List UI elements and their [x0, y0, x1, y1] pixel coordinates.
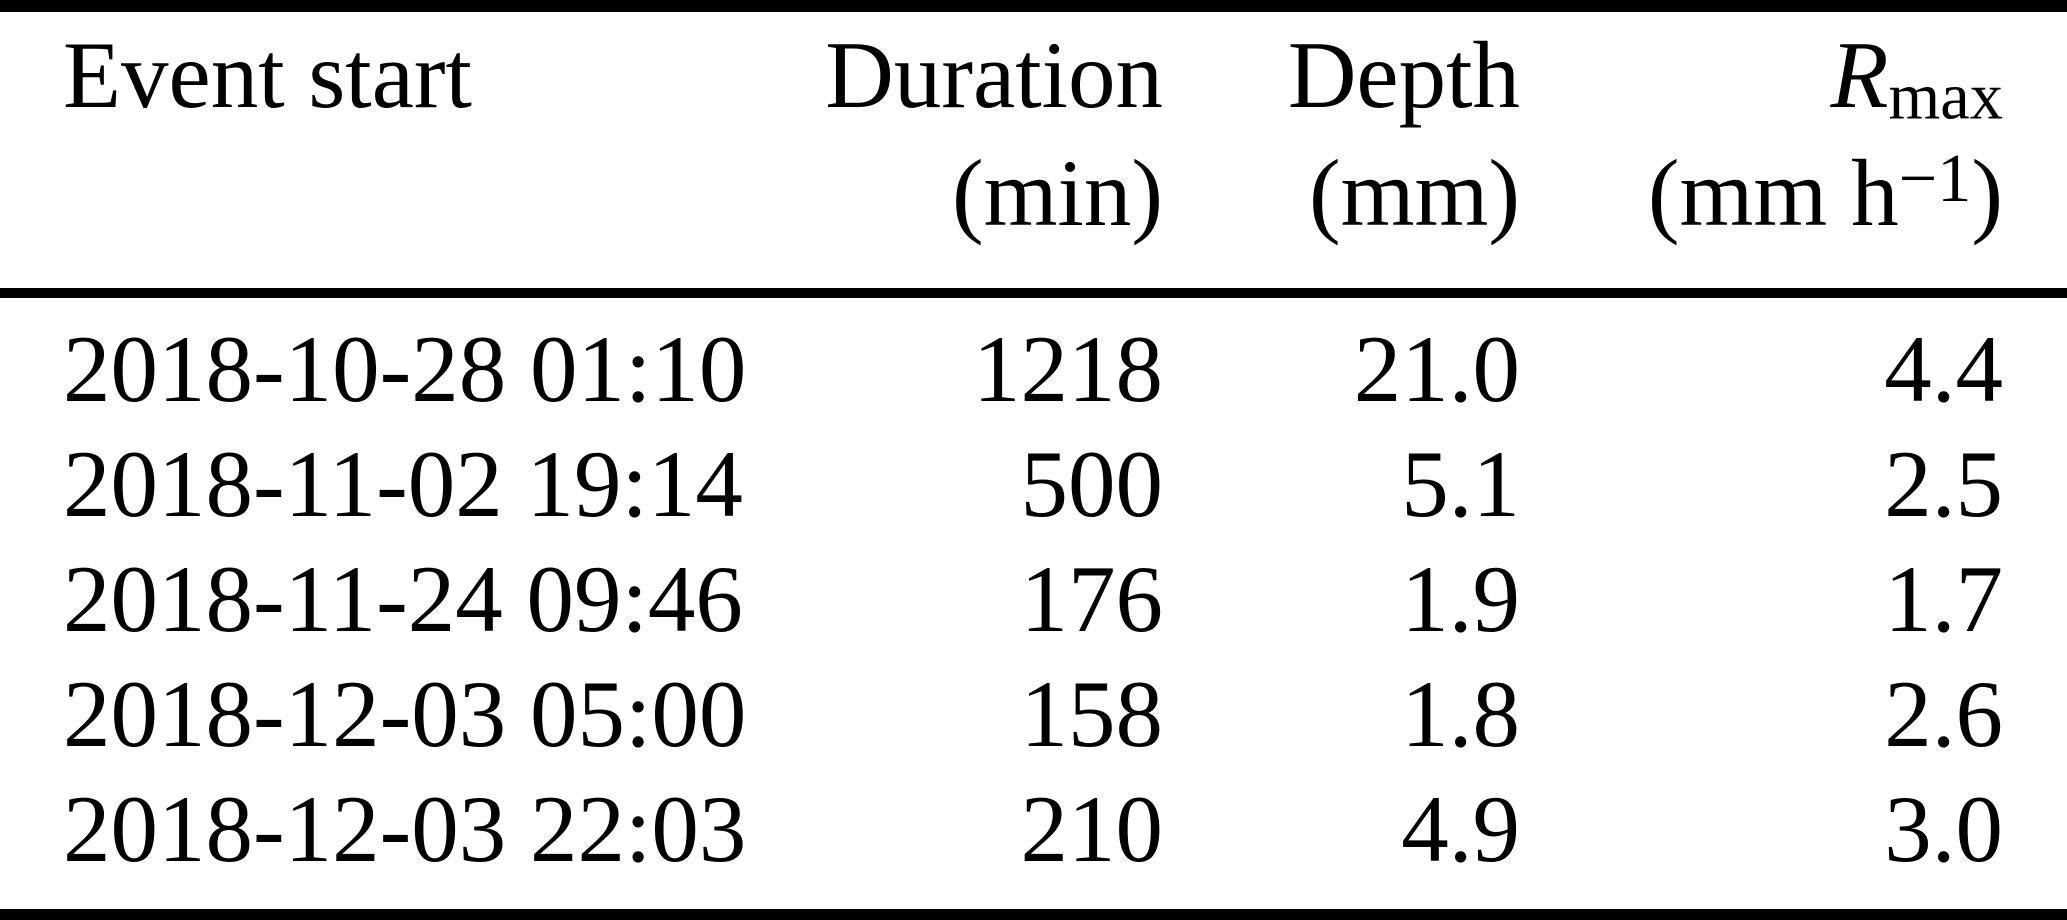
- unit-event-start: [0, 134, 700, 252]
- table-header: Event start Duration Depth Rmax (min) (m…: [0, 12, 2067, 252]
- table-row: 2018-11-02 19:14 500 5.1 2.5: [0, 427, 2067, 542]
- table-row: 2018-12-03 05:00 158 1.8 2.6: [0, 657, 2067, 772]
- unit-duration: (min): [951, 140, 1163, 246]
- header-unit-line: (min) (mm) (mm h−1): [0, 134, 2067, 252]
- rmax-subscript: max: [1888, 60, 2004, 134]
- unit-depth: (mm): [1308, 140, 1520, 246]
- cell-duration: 210: [1020, 776, 1164, 882]
- cell-depth: 5.1: [1401, 431, 1520, 537]
- table-row: 2018-11-24 09:46 176 1.9 1.7: [0, 542, 2067, 657]
- column-header-duration: Duration: [825, 22, 1163, 128]
- cell-rmax: 2.6: [1884, 661, 2003, 767]
- cell-duration: 500: [1020, 431, 1164, 537]
- rmax-symbol: R: [1830, 22, 1889, 128]
- table-top-rule: [0, 0, 2067, 12]
- cell-event-start: 2018-11-02 19:14: [63, 431, 743, 537]
- cell-rmax: 4.4: [1884, 316, 2003, 422]
- cell-event-start: 2018-10-28 01:10: [63, 316, 747, 422]
- unit-rmax-open: (mm h: [1647, 140, 1899, 246]
- table-mid-rule: [0, 288, 2067, 298]
- cell-depth: 1.8: [1401, 661, 1520, 767]
- header-label-line: Event start Duration Depth Rmax: [0, 16, 2067, 134]
- column-header-depth: Depth: [1287, 22, 1520, 128]
- cell-rmax: 3.0: [1884, 776, 2003, 882]
- cell-rmax: 2.5: [1884, 431, 2003, 537]
- table-bottom-rule: [0, 909, 2067, 920]
- cell-duration: 176: [1020, 546, 1164, 652]
- cell-event-start: 2018-12-03 05:00: [63, 661, 747, 767]
- cell-depth: 21.0: [1353, 316, 1520, 422]
- cell-duration: 158: [1020, 661, 1164, 767]
- cell-depth: 4.9: [1401, 776, 1520, 882]
- cell-rmax: 1.7: [1884, 546, 2003, 652]
- unit-rmax: (mm h−1): [1520, 134, 2067, 252]
- unit-rmax-exponent: −1: [1898, 140, 1972, 217]
- unit-rmax-close: ): [1971, 140, 2003, 246]
- column-header-rmax: Rmax: [1520, 16, 2067, 134]
- table-row: 2018-12-03 22:03 210 4.9 3.0: [0, 772, 2067, 887]
- column-header-event-start: Event start: [63, 22, 472, 128]
- cell-duration: 1218: [973, 316, 1163, 422]
- table-body: 2018-10-28 01:10 1218 21.0 4.4 2018-11-0…: [0, 312, 2067, 887]
- cell-event-start: 2018-12-03 22:03: [63, 776, 747, 882]
- table-row: 2018-10-28 01:10 1218 21.0 4.4: [0, 312, 2067, 427]
- cell-event-start: 2018-11-24 09:46: [63, 546, 743, 652]
- cell-depth: 1.9: [1401, 546, 1520, 652]
